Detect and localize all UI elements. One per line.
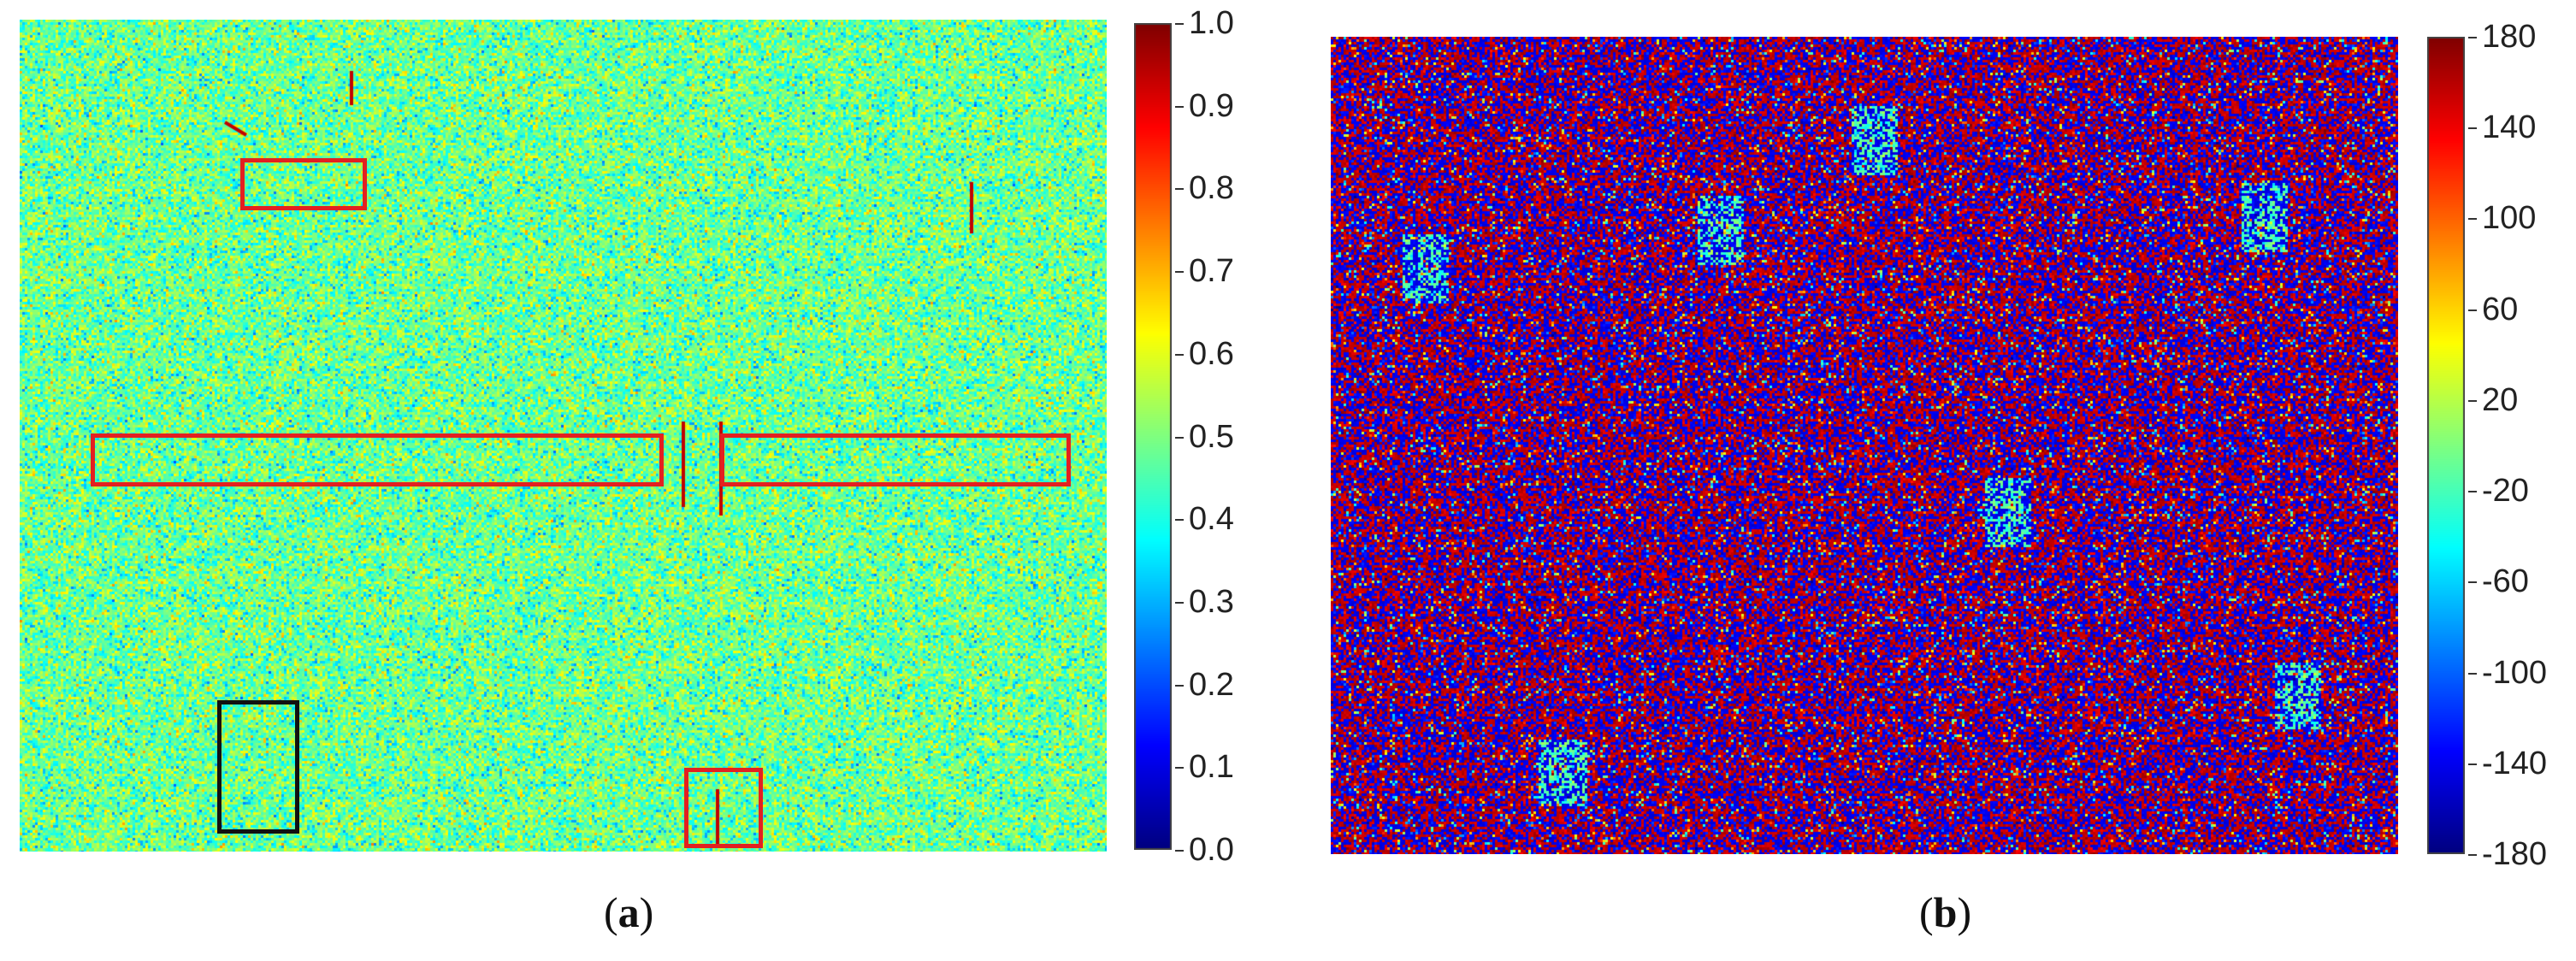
caption-a-letter: a	[617, 888, 640, 936]
caption-b-open: (	[1919, 888, 1934, 936]
coherence-tick-label: 0.2	[1175, 666, 1234, 703]
caption-a-open: (	[604, 888, 618, 936]
phase-tick-label: 180	[2467, 19, 2537, 55]
coherence-tick-label: 0.6	[1175, 335, 1234, 372]
black-box-bottom-left	[217, 700, 299, 834]
caption-b-letter: b	[1933, 888, 1958, 936]
caption-a: (a)	[604, 891, 653, 934]
coherence-tick-label: 0.1	[1175, 749, 1234, 786]
coherence-tick-label: 0.8	[1175, 170, 1234, 207]
red-box-horizontal-right	[720, 433, 1071, 486]
phase-colorbar	[2427, 37, 2465, 854]
coherence-tick-label: 0.7	[1175, 253, 1234, 290]
phase-tick-label: 100	[2467, 200, 2537, 237]
coherence-tick-label: 0.0	[1175, 832, 1234, 868]
caption-b: (b)	[1919, 891, 1971, 934]
coherence-tick-label: 0.3	[1175, 583, 1234, 620]
caption-a-close: )	[639, 888, 654, 936]
phase-tick-label: -60	[2468, 563, 2529, 600]
phase-tick-label: -100	[2467, 654, 2548, 691]
red-box-horizontal-left	[91, 433, 664, 486]
phase-tick-label: -180	[2467, 836, 2548, 872]
phase-map	[1331, 37, 2398, 854]
phase-tick-label: -140	[2467, 745, 2548, 781]
phase-tick-label: 60	[2467, 291, 2519, 327]
coherence-tick-label: 0.5	[1175, 418, 1234, 455]
red-box-bottom-center	[684, 768, 763, 848]
phase-tick-label: 140	[2467, 109, 2537, 146]
coherence-colorbar	[1134, 23, 1172, 850]
phase-tick-label: 20	[2467, 381, 2519, 418]
caption-b-close: )	[1957, 888, 1972, 936]
coherence-tick-label: 1.0	[1175, 5, 1234, 41]
red-box-top-left	[240, 158, 367, 210]
coherence-tick-label: 0.9	[1175, 87, 1234, 124]
coherence-tick-label: 0.4	[1175, 501, 1234, 538]
phase-tick-label: -20	[2468, 473, 2529, 510]
